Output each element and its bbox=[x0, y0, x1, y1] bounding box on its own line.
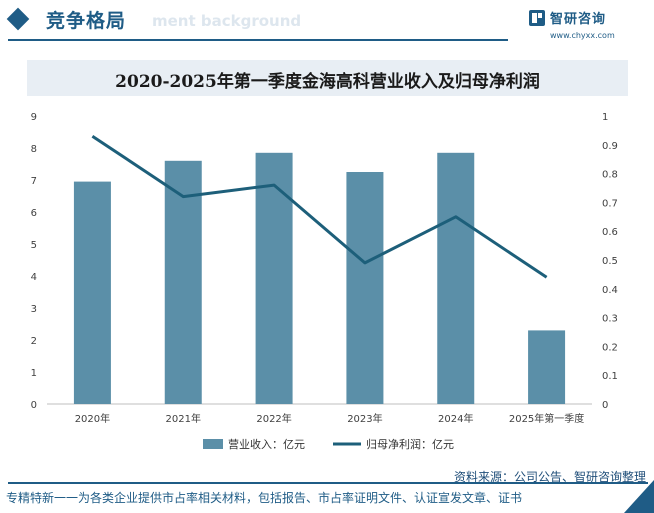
left-y-tick-label: 5 bbox=[31, 240, 37, 251]
footer-source: 资料来源：公司公告、智研咨询整理 bbox=[453, 470, 646, 484]
left-y-tick-label: 1 bbox=[31, 368, 37, 379]
right-y-tick-label: 1 bbox=[602, 112, 608, 123]
chart-title: 2020-2025年第一季度金海高科营业收入及归母净利润 bbox=[115, 72, 540, 92]
right-y-tick-label: 0.6 bbox=[602, 227, 618, 238]
x-tick-label: 2021年 bbox=[166, 412, 201, 425]
bar bbox=[528, 330, 566, 404]
x-tick-label: 2020年 bbox=[75, 412, 110, 425]
header-divider bbox=[8, 39, 508, 41]
left-y-tick-label: 7 bbox=[31, 176, 37, 187]
brand: 智研咨询 www.chyxx.com bbox=[528, 7, 644, 41]
profit-line bbox=[91, 134, 548, 279]
brand-name: 智研咨询 bbox=[550, 12, 607, 27]
bar bbox=[73, 181, 111, 404]
left-y-tick-label: 0 bbox=[31, 400, 37, 411]
watermark-text: ment background bbox=[152, 12, 302, 30]
chart-title-bar: 2020-2025年第一季度金海高科营业收入及归母净利润 bbox=[27, 60, 628, 96]
left-y-tick-label: 2 bbox=[31, 336, 37, 347]
left-y-tick-label: 6 bbox=[31, 208, 37, 219]
right-y-tick-label: 0.4 bbox=[602, 285, 618, 296]
x-tick-label: 2024年 bbox=[438, 412, 473, 425]
left-y-tick-label: 3 bbox=[31, 304, 37, 315]
bar-series bbox=[73, 152, 566, 404]
brand-url: www.chyxx.com bbox=[550, 31, 615, 40]
x-tick-label: 2023年 bbox=[347, 412, 382, 425]
x-axis-labels: 2020年 2021年 2022年 2023年 2024年 2025年第一季度 bbox=[75, 412, 585, 425]
header: 竞争格局 ment background 智研咨询 www.chyxx.com bbox=[0, 0, 654, 42]
left-y-tick-label: 9 bbox=[31, 112, 37, 123]
legend: 营业收入：亿元 归母净利润：亿元 bbox=[203, 437, 454, 451]
right-y-axis: 0 0.1 0.2 0.3 0.4 0.5 0.6 0.7 0.8 0.9 1 bbox=[602, 112, 618, 411]
section-title: 竞争格局 bbox=[46, 10, 127, 32]
legend-label-revenue: 营业收入：亿元 bbox=[228, 437, 305, 451]
x-tick-label: 2022年 bbox=[256, 412, 291, 425]
footer-tagline: 专精特新一一为各类企业提供市占率相关材料，包括报告、市占率证明文件、认证宣发文章… bbox=[6, 491, 523, 505]
right-y-tick-label: 0.2 bbox=[602, 342, 618, 353]
legend-label-profit: 归母净利润：亿元 bbox=[366, 437, 454, 451]
right-y-tick-label: 0.5 bbox=[602, 256, 618, 267]
x-tick-label: 2025年第一季度 bbox=[509, 412, 584, 425]
bar bbox=[346, 172, 384, 404]
right-y-tick-label: 0.3 bbox=[602, 314, 618, 325]
brand-logo-icon bbox=[529, 10, 545, 26]
left-y-tick-label: 8 bbox=[31, 144, 37, 155]
right-y-tick-label: 0.9 bbox=[602, 141, 618, 152]
legend-swatch-revenue bbox=[203, 439, 223, 449]
footer-divider bbox=[8, 482, 648, 484]
right-y-tick-label: 0.8 bbox=[602, 170, 618, 181]
bar bbox=[164, 160, 202, 404]
left-y-tick-label: 4 bbox=[31, 272, 37, 283]
bar bbox=[437, 152, 475, 404]
line-series bbox=[91, 134, 548, 279]
right-y-tick-label: 0 bbox=[602, 400, 608, 411]
right-y-tick-label: 0.1 bbox=[602, 371, 618, 382]
left-y-axis: 0 1 2 3 4 5 6 7 8 9 bbox=[31, 112, 37, 411]
right-y-tick-label: 0.7 bbox=[602, 198, 618, 209]
bar bbox=[255, 152, 293, 404]
